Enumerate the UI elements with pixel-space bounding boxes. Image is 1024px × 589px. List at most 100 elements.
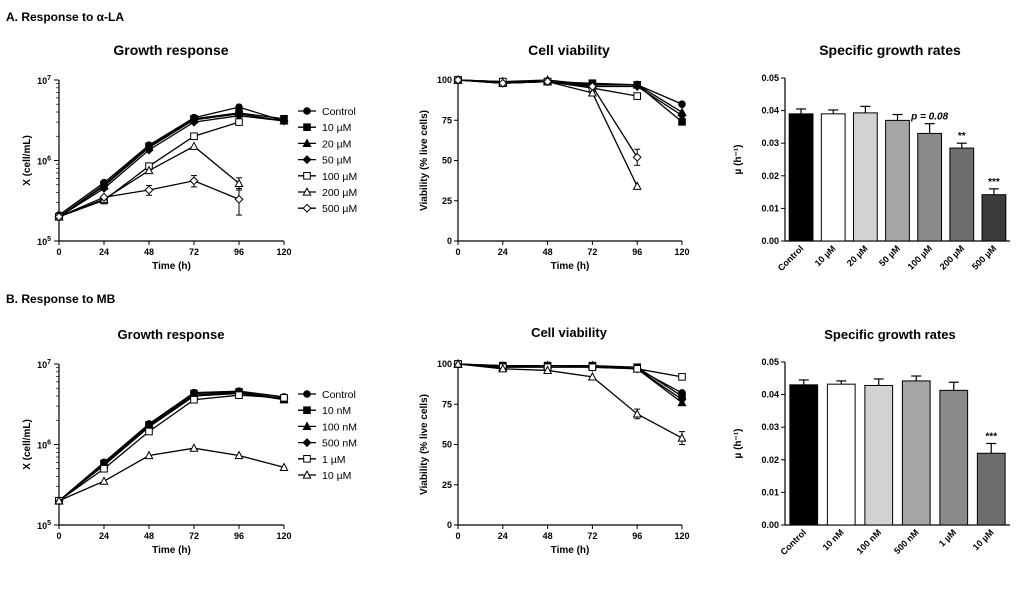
chart-title: Cell viability	[528, 42, 610, 58]
bar	[788, 113, 814, 242]
x-tick-label: 48	[543, 247, 553, 257]
data-point	[587, 81, 597, 91]
data-point	[144, 450, 154, 460]
series-line	[58, 106, 285, 216]
chart-4: Cell viability 0 24 48 72 96 120 0 25 50 75 100 Time…	[419, 325, 690, 556]
legend-label: 1 µM	[322, 454, 346, 466]
bar	[917, 132, 943, 242]
data-point	[587, 371, 597, 381]
x-tick-label: 0	[455, 531, 460, 541]
data-point	[677, 110, 687, 120]
category-label: 10 µM	[971, 527, 996, 552]
y-tick-label: 0.04	[761, 390, 779, 400]
category-label: 100 nM	[855, 527, 884, 556]
x-tick-label: 120	[674, 531, 689, 541]
x-tick-label: 0	[56, 247, 61, 257]
chart-title: Growth response	[118, 327, 225, 342]
x-tick-label: 72	[189, 247, 199, 257]
data-point	[189, 443, 199, 452]
x-tick-label: 72	[587, 247, 597, 257]
significance-annotation: ***	[988, 177, 1000, 188]
series-line	[457, 363, 683, 378]
legend-marker	[302, 155, 312, 165]
y-tick-label: 0.00	[761, 236, 779, 246]
bar	[864, 384, 894, 526]
legend-label: 20 µM	[322, 138, 351, 150]
bar	[820, 113, 846, 242]
data-point	[190, 395, 198, 404]
x-tick-label: 48	[144, 531, 154, 541]
section-label-b: B. Response to MB	[6, 292, 116, 306]
y-tick-label: 0.05	[761, 73, 779, 83]
significance-annotation: **	[958, 131, 966, 142]
data-point	[99, 192, 109, 202]
x-tick-label: 120	[674, 247, 689, 257]
chart-5: Specific growth rates 0.00 0.01 0.02 0.03 0.0…	[733, 327, 1010, 557]
data-point	[234, 450, 244, 460]
series-line	[58, 447, 285, 502]
x-axis-title: Time (h)	[152, 261, 191, 272]
category-label: Control	[776, 243, 806, 273]
category-label: 100 µM	[906, 243, 934, 271]
category-label: Control	[778, 527, 808, 557]
data-point	[453, 75, 463, 85]
legend-marker	[302, 187, 312, 196]
data-point	[280, 394, 288, 402]
bar	[789, 384, 819, 526]
y-tick-label: 0	[447, 520, 452, 530]
y-tick-label: 106	[37, 440, 51, 451]
y-tick-label: 0.02	[761, 171, 779, 181]
y-tick-label: 50	[442, 440, 452, 450]
data-point	[279, 116, 289, 126]
data-point	[543, 77, 553, 87]
data-point	[632, 408, 642, 418]
legend-label: 100 µM	[322, 171, 357, 183]
chart-title: Cell viability	[531, 325, 608, 340]
data-point	[234, 194, 244, 204]
y-tick-label: 0.01	[761, 203, 779, 213]
data-point	[588, 363, 597, 372]
data-point	[189, 141, 199, 150]
series-line	[58, 394, 285, 502]
data-point	[190, 132, 198, 141]
y-axis-title: µ (h⁻¹)	[733, 145, 744, 175]
significance-annotation: ***	[985, 432, 997, 443]
x-tick-label: 96	[234, 247, 244, 257]
legend-marker	[302, 203, 312, 213]
legend-label: 500 µM	[322, 203, 357, 215]
x-tick-label: 96	[632, 531, 642, 541]
series-line	[58, 115, 285, 218]
x-tick-label: 0	[56, 531, 61, 541]
data-point	[279, 462, 289, 471]
series-line	[457, 363, 683, 404]
series-line	[58, 390, 285, 502]
y-tick-label: 0.04	[761, 106, 779, 116]
data-point	[677, 433, 687, 442]
data-point	[632, 181, 642, 190]
data-point	[498, 363, 508, 373]
bar	[981, 194, 1007, 242]
legend-label: 10 µM	[322, 122, 351, 134]
x-tick-label: 24	[498, 531, 508, 541]
data-point	[145, 427, 153, 436]
data-point	[54, 212, 64, 222]
data-point	[677, 394, 687, 404]
y-tick-label: 100	[437, 359, 452, 369]
category-label: 200 µM	[938, 243, 966, 271]
data-point	[587, 87, 597, 97]
legend-marker	[302, 470, 312, 479]
data-point	[633, 365, 642, 373]
y-tick-label: 0.05	[761, 357, 779, 367]
y-tick-label: 0.01	[761, 487, 779, 497]
x-axis-title: Time (h)	[152, 545, 191, 556]
legend-label: 200 µM	[322, 187, 357, 199]
y-tick-label: 25	[442, 196, 452, 206]
y-tick-label: 105	[37, 520, 51, 531]
series-line	[457, 79, 638, 187]
y-tick-label: 100	[437, 75, 452, 85]
bar	[885, 119, 910, 242]
series-line	[58, 391, 285, 502]
significance-annotation: p = 0.08	[910, 112, 948, 123]
legend-marker	[302, 138, 312, 147]
section-label-a: A. Response to α-LA	[6, 10, 124, 24]
